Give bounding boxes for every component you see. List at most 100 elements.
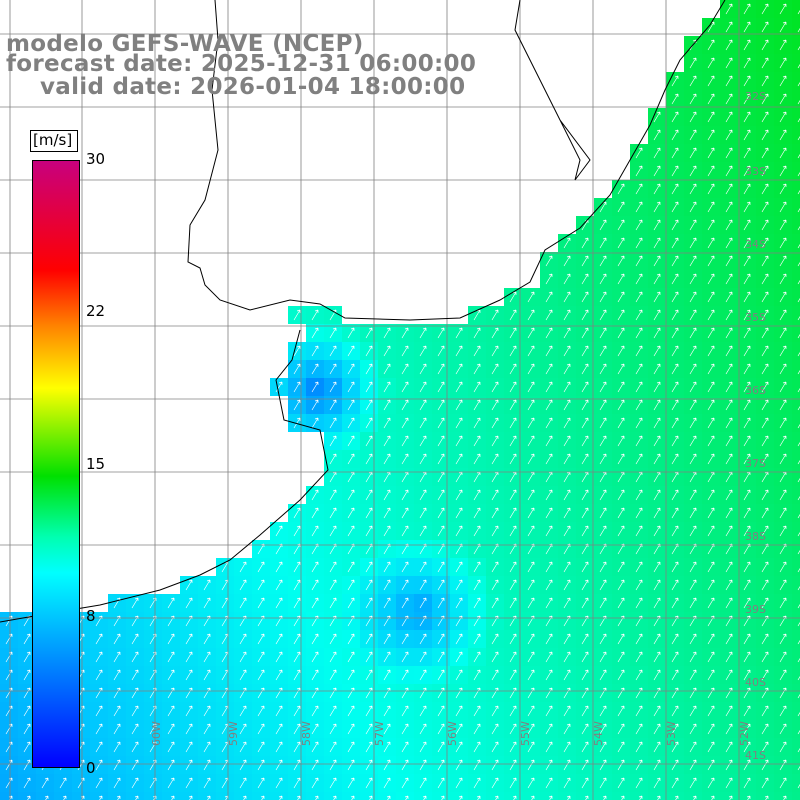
wind-arrow [329,327,337,339]
wind-arrow [329,687,337,699]
wind-arrow [743,507,751,519]
wind-arrow [761,687,769,699]
wind-arrow [5,687,13,699]
wind-arrow [743,39,751,51]
wind-arrow [707,561,715,573]
wind-arrow [455,723,463,735]
wind-arrow [509,777,517,789]
wind-arrow [422,795,427,800]
lat-label: 34S [745,238,766,251]
wind-arrow [707,759,715,771]
wind-arrow [347,507,355,519]
wind-arrow [581,453,589,465]
wind-arrow [113,777,121,789]
colorbar-tick-0: 0 [86,759,96,777]
wind-arrow [545,489,553,501]
wind-arrow [743,579,751,591]
wind-arrow [707,381,715,393]
wind-arrow [491,723,499,735]
wind-arrow [761,759,769,771]
wind-arrow [527,651,535,663]
wind-arrow [617,273,625,285]
colorbar-tick-8: 8 [86,607,96,625]
wind-cell [792,792,800,800]
wind-arrow [239,759,247,771]
wind-arrow [545,705,553,717]
wind-arrow [293,561,301,573]
wind-arrow [347,777,355,789]
wind-arrow [635,147,643,159]
wind-arrow [383,363,391,375]
wind-arrow [689,561,697,573]
wind-arrow [617,741,625,753]
wind-arrow [779,165,787,177]
wind-arrow [725,201,733,213]
wind-arrow [617,345,625,357]
wind-cell [666,792,684,800]
wind-arrow [761,75,769,87]
wind-arrow [707,111,715,123]
wind-arrow [113,669,121,681]
wind-arrow [617,777,625,789]
wind-arrow [797,567,800,573]
wind-arrow [545,687,553,699]
wind-arrow [509,453,517,465]
wind-arrow [473,399,481,411]
wind-arrow [707,309,715,321]
wind-cell [792,396,800,414]
wind-arrow [437,633,445,645]
wind-arrow [167,597,175,609]
wind-arrow [5,723,13,735]
wind-cell [522,792,540,800]
wind-arrow [617,489,625,501]
wind-cell [180,792,198,800]
wind-arrow [710,795,715,800]
wind-arrow [689,489,697,501]
wind-arrow [296,795,301,800]
wind-arrow [779,669,787,681]
wind-arrow [653,453,661,465]
wind-arrow [473,759,481,771]
wind-arrow [365,363,373,375]
wind-arrow [113,705,121,717]
wind-arrow [689,363,697,375]
wind-arrow [779,435,787,447]
wind-arrow [257,561,265,573]
wind-arrow [761,273,769,285]
wind-arrow [545,453,553,465]
wind-arrow [437,651,445,663]
wind-arrow [581,363,589,375]
wind-arrow [311,399,319,411]
wind-arrow [131,705,139,717]
wind-arrow [581,561,589,573]
wind-arrow [707,651,715,663]
wind-arrow [761,363,769,375]
wind-arrow [671,255,679,267]
wind-arrow [365,525,373,537]
wind-arrow [5,741,13,753]
wind-arrow [635,723,643,735]
wind-arrow [707,363,715,375]
wind-arrow [401,597,409,609]
wind-cell [414,792,432,800]
wind-arrow [581,381,589,393]
wind-arrow [455,579,463,591]
wind-arrow [617,399,625,411]
wind-arrow [368,795,373,800]
wind-arrow [419,327,427,339]
wind-arrow [509,399,517,411]
wind-arrow [797,333,800,339]
wind-arrow [23,759,31,771]
wind-arrow [671,327,679,339]
wind-arrow [131,723,139,735]
wind-arrow [707,237,715,249]
wind-cell [792,90,800,108]
wind-cell [342,792,360,800]
wind-arrow [617,417,625,429]
wind-arrow [509,669,517,681]
lon-label: 55W [519,721,532,746]
wind-arrow [653,525,661,537]
wind-arrow [527,561,535,573]
wind-cell [792,630,800,648]
wind-arrow [401,651,409,663]
